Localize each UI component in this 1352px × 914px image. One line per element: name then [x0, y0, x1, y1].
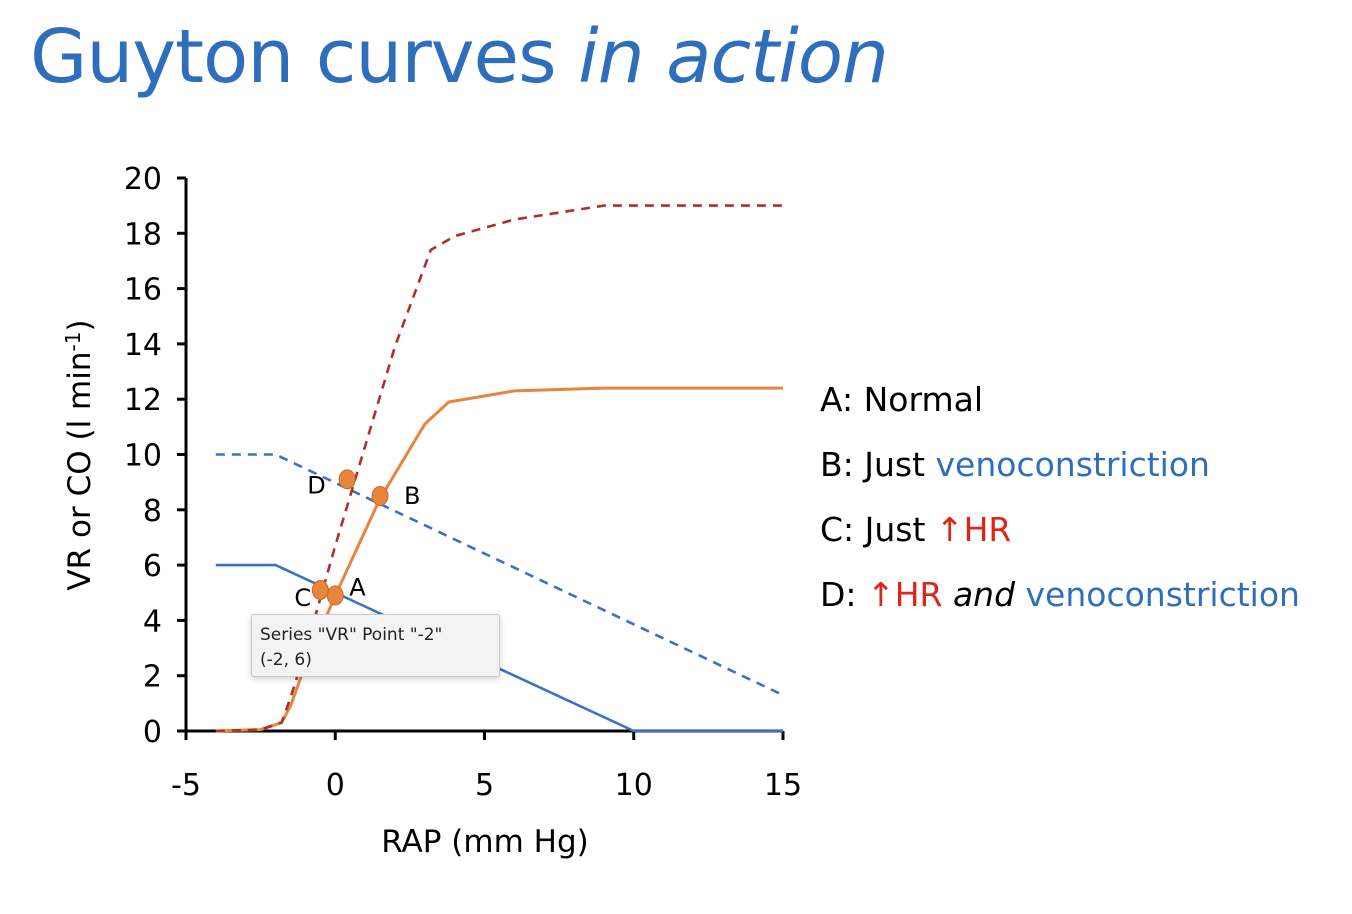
tooltip-line-2: (-2, 6)	[260, 650, 312, 670]
tooltip-line-1: Series "VR" Point "-2"	[260, 625, 443, 645]
legend-d-hr: HR	[894, 575, 943, 614]
x-tick-label: 0	[326, 768, 345, 803]
y-axis-title-close: )	[62, 319, 98, 331]
legend-b-venoconstriction: venoconstriction	[935, 445, 1210, 484]
title-italic: in action	[578, 14, 889, 100]
legend-c-prefix: C: Just	[820, 510, 936, 549]
x-tick-label: 5	[475, 768, 494, 803]
y-tick-label: 2	[143, 660, 162, 695]
y-tick-label: 16	[124, 273, 162, 308]
y-tick-label: 4	[143, 604, 162, 639]
y-tick-label: 18	[124, 217, 162, 252]
y-tick-label: 14	[124, 328, 162, 363]
point-d[interactable]	[338, 469, 356, 490]
legend: A: Normal B: Just venoconstriction C: Ju…	[820, 378, 1300, 638]
point-label-a: A	[349, 574, 366, 602]
y-tick-label: 6	[143, 549, 162, 584]
title-main: Guyton curves	[30, 14, 557, 100]
series-line-co-increased-hr[interactable]	[215, 204, 783, 733]
chart-axes: 0 2 4 6 8 10 12 14 16 18 20 -5 0 5 10 15	[124, 162, 802, 803]
y-tick-label: 20	[124, 162, 162, 197]
point-label-d: D	[307, 471, 325, 499]
x-tick-label: -5	[171, 768, 201, 803]
up-arrow-icon: ↑	[935, 510, 964, 549]
point-c[interactable]	[311, 579, 329, 600]
legend-item-b: B: Just venoconstriction	[820, 443, 1300, 508]
point-label-c: C	[294, 584, 311, 612]
legend-d-prefix: D:	[820, 575, 868, 614]
legend-d-venoconstriction: venoconstriction	[1025, 575, 1300, 614]
legend-b-prefix: B: Just	[820, 445, 936, 484]
points-layer: A B C D	[294, 469, 420, 612]
series-tooltip: Series "VR" Point "-2" (-2, 6)	[251, 614, 500, 677]
up-arrow-icon: ↑	[867, 575, 895, 614]
y-axis-title-sup: -1	[61, 332, 85, 352]
point-a[interactable]	[326, 585, 344, 606]
point-b[interactable]	[371, 485, 389, 506]
legend-item-a: A: Normal	[820, 378, 1300, 443]
y-tick-label: 0	[143, 715, 162, 750]
legend-item-c: C: Just ↑HR	[820, 508, 1300, 573]
y-axis-title-main: VR or CO (l min	[62, 351, 98, 590]
series-line-vr-venoconstriction[interactable]	[215, 453, 784, 697]
legend-c-hr: HR	[963, 510, 1012, 549]
y-tick-label: 8	[143, 494, 162, 529]
x-axis-title: RAP (mm Hg)	[381, 824, 588, 860]
series-line-co[interactable]	[215, 386, 783, 733]
legend-a-text: A: Normal	[820, 380, 984, 419]
x-tick-label: 10	[615, 768, 653, 803]
y-tick-label: 12	[124, 383, 162, 418]
y-tick-label: 10	[124, 439, 162, 474]
legend-d-and: and	[952, 575, 1016, 614]
slide-title: Guyton curves in action	[30, 14, 889, 100]
y-axis-title: VR or CO (l min-1)	[61, 319, 98, 590]
legend-item-d: D: ↑HR and venoconstriction	[820, 573, 1300, 638]
point-label-b: B	[404, 482, 420, 510]
x-tick-label: 15	[764, 768, 802, 803]
